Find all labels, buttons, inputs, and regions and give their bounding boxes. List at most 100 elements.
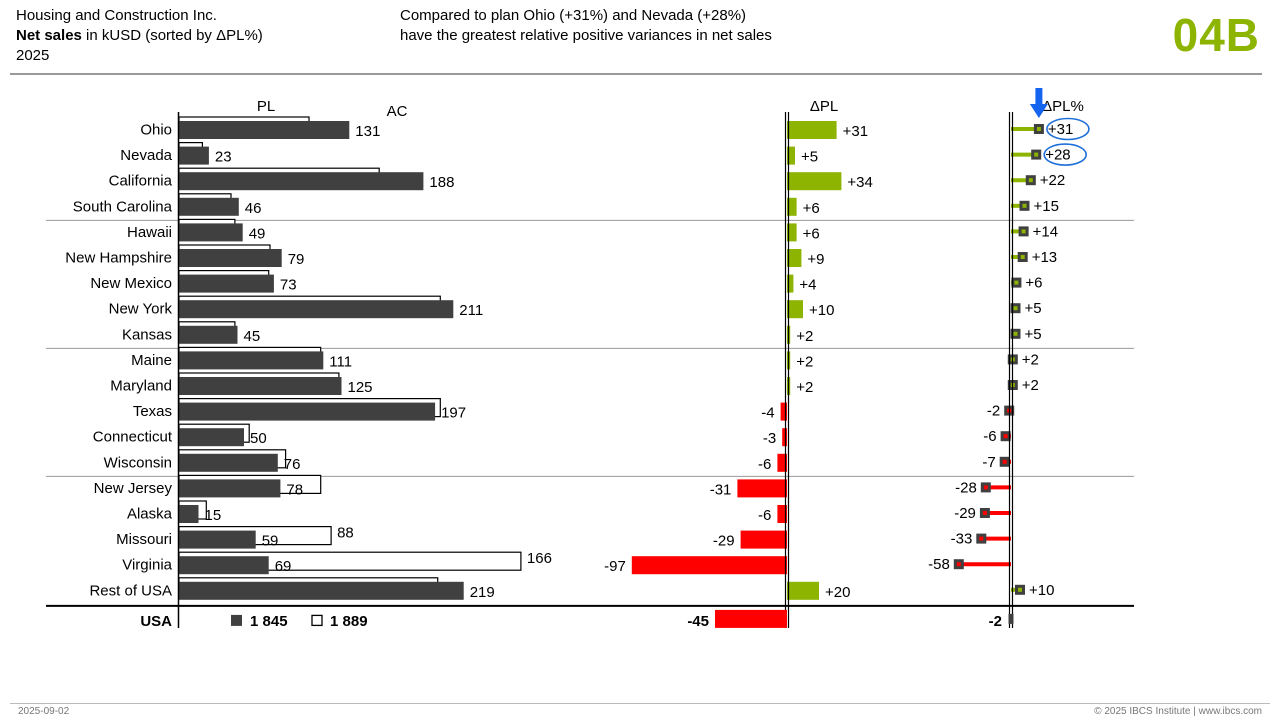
dpl-value-label: +5: [801, 149, 818, 166]
dpl-bar: [787, 249, 802, 267]
dpl-bar: [780, 402, 787, 421]
ac-bar: [179, 274, 274, 293]
dpl-bar: [787, 146, 795, 165]
ac-bar: [179, 121, 350, 139]
dpl-value-label: -4: [761, 405, 774, 422]
dplp-pin-core: [983, 485, 988, 490]
dpl-value-label: -6: [758, 456, 771, 473]
category-label: New Hampshire: [65, 250, 172, 267]
ac-value-label: 125: [348, 379, 373, 396]
ac-value-label: 59: [262, 533, 279, 550]
dpl-bar: [737, 479, 787, 498]
dpl-value-label: -6: [758, 507, 771, 524]
measure-line: Net sales in kUSD (sorted by ΔPL%): [16, 26, 263, 46]
ac-bar: [179, 172, 424, 191]
dplp-value-label: +2: [1022, 377, 1039, 394]
dplp-pin-core: [1013, 306, 1018, 311]
dpl-value-label: -31: [710, 481, 732, 498]
dpl-value-label: -97: [604, 558, 626, 575]
dplp-value-label: -7: [982, 454, 995, 471]
category-label: New Jersey: [94, 480, 173, 497]
dplp-pin-core: [956, 562, 961, 567]
dplp-pin-core: [1034, 152, 1039, 157]
ac-bar: [179, 197, 239, 216]
ac-value-label: 131: [355, 123, 380, 140]
dpl-bar: [631, 556, 787, 575]
category-label: South Carolina: [73, 198, 173, 215]
dpl-value-label: +2: [796, 379, 813, 396]
header-divider: [10, 73, 1262, 75]
dpl-bar: [787, 581, 819, 600]
dplp-pin-core: [979, 536, 984, 541]
dplp-value-label: -6: [983, 428, 996, 445]
ac-value-label: 78: [286, 481, 303, 498]
footer-copyright: © 2025 IBCS Institute | www.ibcs.com: [1094, 706, 1262, 717]
ac-bar: [179, 249, 282, 267]
category-label: Alaska: [127, 506, 173, 523]
highlight-ellipse: [1043, 143, 1087, 166]
dpl-bar: [787, 223, 797, 242]
dpl-value-label: +4: [799, 277, 816, 294]
total-dplp-pin-head: [1008, 613, 1014, 624]
category-label: Nevada: [120, 147, 172, 164]
total-label: USA: [140, 613, 172, 630]
ac-bar: [179, 300, 454, 319]
ac-value-label: 23: [215, 149, 232, 166]
dplp-pin-core: [1021, 229, 1026, 234]
dpl-value-label: +2: [796, 353, 813, 370]
dpl-bar: [777, 505, 787, 523]
message-line-2: have the greatest relative positive vari…: [400, 27, 772, 44]
dplp-column-header: ΔPL%: [1042, 98, 1084, 115]
total-dpl-bar: [715, 609, 787, 628]
dplp-pin-core: [1036, 127, 1041, 131]
total-dplp-label: -2: [989, 613, 1002, 630]
pl-column-header: PL: [257, 98, 275, 115]
dpl-bar: [787, 121, 837, 139]
highlight-ellipse: [1046, 117, 1090, 141]
dplp-value-label: +14: [1033, 223, 1058, 240]
period: 2025: [16, 47, 50, 64]
dplp-pin-core: [1022, 203, 1027, 208]
dpl-value-label: +34: [847, 174, 872, 191]
ac-bar: [179, 530, 256, 549]
dpl-value-label: +6: [803, 200, 820, 217]
dplp-value-label: +28: [1045, 147, 1070, 164]
category-label: Rest of USA: [89, 582, 172, 599]
dpl-bar: [740, 530, 787, 549]
dplp-value-label: -29: [954, 505, 976, 522]
ac-bar: [179, 223, 243, 242]
category-label: Hawaii: [127, 224, 172, 241]
dpl-value-label: +31: [843, 123, 868, 140]
dplp-pin-core: [1014, 280, 1019, 285]
dpl-value-label: +10: [809, 302, 834, 319]
dpl-value-label: +9: [807, 251, 824, 268]
dpl-value-label: +20: [825, 584, 850, 601]
dpl-value-label: -3: [763, 430, 776, 447]
dpl-bar: [777, 453, 787, 472]
ac-value-label: 76: [284, 456, 301, 473]
ac-value-label: 211: [459, 302, 483, 319]
ac-bar: [179, 325, 238, 344]
company-name: Housing and Construction Inc.: [16, 7, 217, 24]
ac-value-label: 15: [205, 507, 222, 524]
ac-bar: [179, 377, 342, 395]
dplp-value-label: +10: [1029, 582, 1054, 599]
ac-bar: [179, 479, 281, 498]
total-ac-value: 1 845: [250, 613, 288, 630]
category-label: New Mexico: [90, 275, 172, 292]
highlight-arrow-shaft: [1035, 88, 1043, 106]
category-label: Wisconsin: [104, 454, 172, 471]
legend-ac-swatch: [231, 614, 242, 626]
dpl-value-label: -29: [713, 533, 735, 550]
ac-bar: [179, 351, 324, 370]
message: Compared to plan Ohio (+31%) and Nevada …: [400, 6, 772, 46]
pl-value-label: 166: [527, 550, 552, 567]
dplp-value-label: -33: [951, 531, 973, 548]
dplp-pin-core: [1013, 331, 1018, 336]
ac-value-label: 197: [441, 405, 466, 422]
ac-column-header: AC: [387, 103, 408, 120]
ac-bar: [179, 146, 209, 165]
category-label: Missouri: [116, 531, 172, 548]
category-label: New York: [109, 301, 173, 318]
dplp-pin-core: [1002, 459, 1007, 464]
